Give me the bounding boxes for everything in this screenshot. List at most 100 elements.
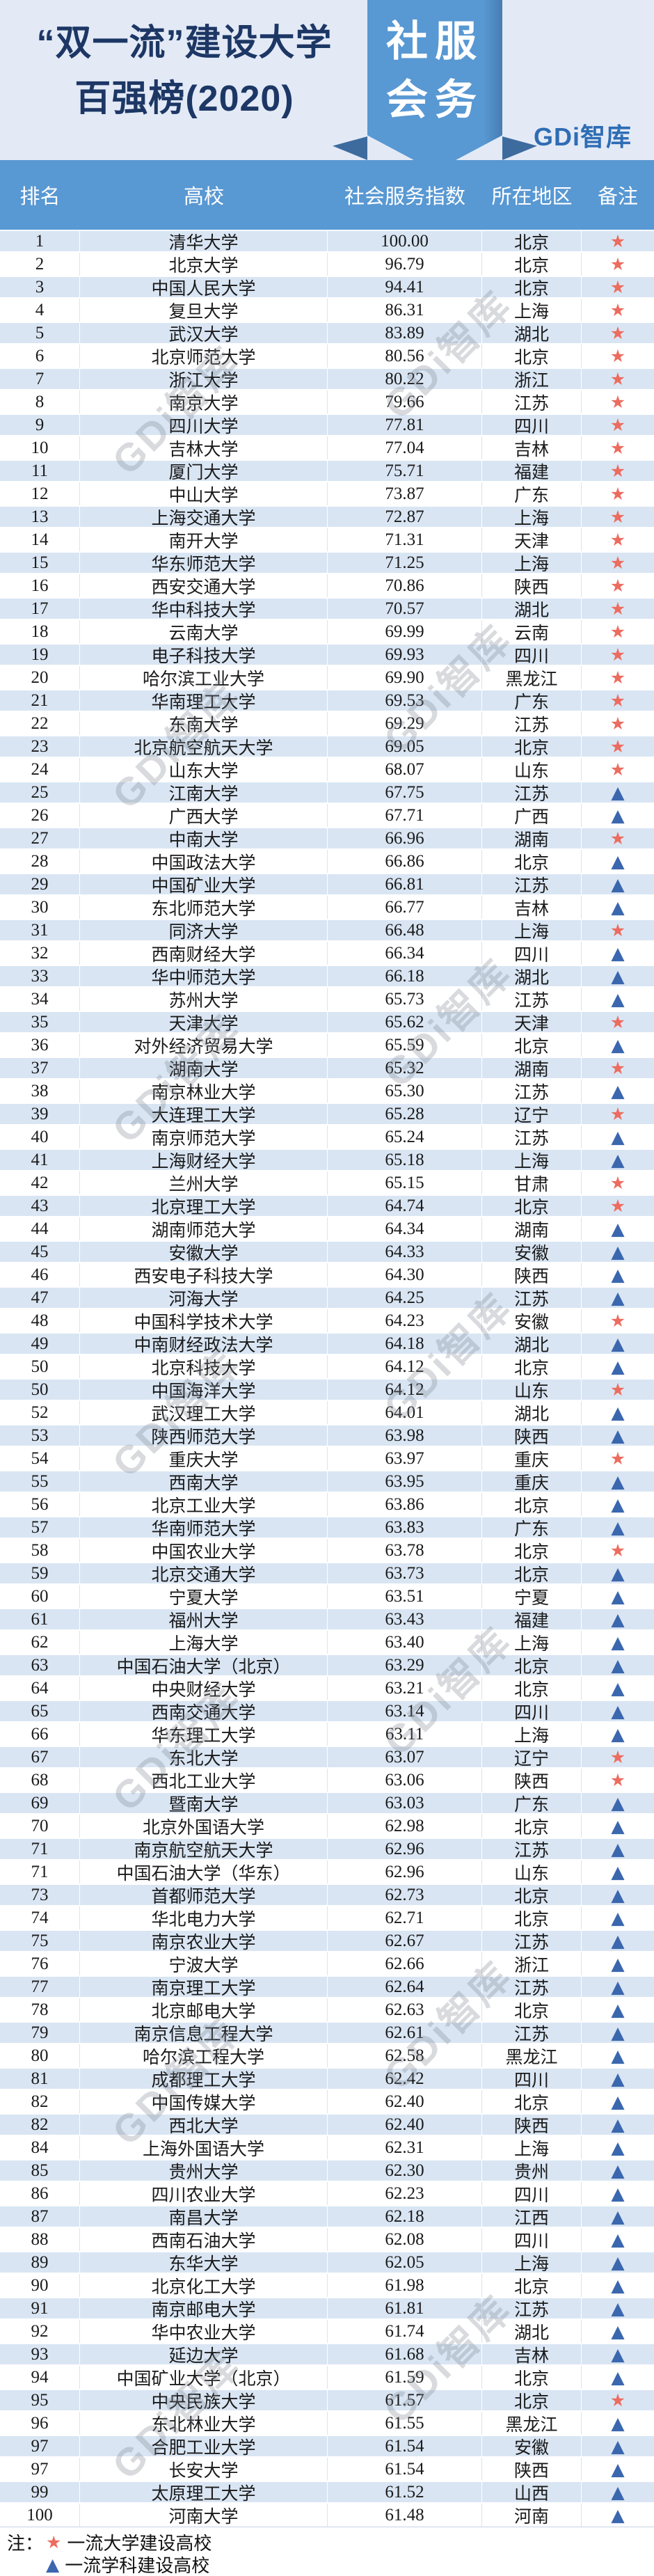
region-cell: 江苏	[482, 1931, 582, 1951]
university-cell: 西安交通大学	[80, 574, 328, 597]
table-row: 2 北京大学 96.79 北京 ★	[0, 253, 654, 276]
table-row: 16 西安交通大学 70.86 陕西 ★	[0, 574, 654, 597]
badge-line1: 社服	[386, 18, 484, 65]
star-icon: ★	[609, 300, 626, 320]
star-icon: ★	[609, 828, 626, 848]
rank-cell: 80	[0, 2044, 80, 2067]
note-cell: ▲	[582, 1334, 654, 1354]
region-cell: 贵州	[482, 2160, 582, 2181]
region-cell: 江苏	[482, 1125, 582, 1148]
table-row: 8 南京大学 79.66 江苏 ★	[0, 390, 654, 413]
rank-cell: 12	[0, 482, 80, 505]
rank-cell: 19	[0, 645, 80, 665]
note-cell: ▲	[582, 804, 654, 827]
university-cell: 中国传媒大学	[80, 2090, 328, 2113]
star-icon: ★	[609, 645, 626, 665]
university-cell: 河南大学	[80, 2504, 328, 2527]
triangle-icon: ▲	[611, 2115, 625, 2135]
rank-cell: 48	[0, 1309, 80, 1332]
region-cell: 北京	[482, 1885, 582, 1905]
star-icon: ★	[609, 713, 626, 734]
university-cell: 中国人民大学	[80, 277, 328, 297]
star-icon: ★	[609, 1770, 626, 1790]
note-cell: ▲	[582, 1839, 654, 1859]
rank-cell: 11	[0, 461, 80, 481]
index-cell: 61.98	[328, 2274, 482, 2297]
table-row: 50 北京科技大学 64.12 北京 ▲	[0, 1355, 654, 1378]
region-cell: 北京	[482, 2366, 582, 2389]
star-icon: ★	[609, 1380, 626, 1400]
university-cell: 东北大学	[80, 1747, 328, 1767]
university-cell: 暨南大学	[80, 1793, 328, 1813]
university-cell: 北京理工大学	[80, 1196, 328, 1216]
region-cell: 上海	[482, 1631, 582, 1654]
rank-cell: 53	[0, 1425, 80, 1446]
table-row: 23 北京航空航天大学 69.05 北京 ★	[0, 735, 654, 758]
note-cell: ▲	[582, 2436, 654, 2456]
region-cell: 广东	[482, 1793, 582, 1813]
university-cell: 四川农业大学	[80, 2182, 328, 2205]
table-row: 12 中山大学 73.87 广东 ★	[0, 482, 654, 505]
note-cell: ▲	[582, 2160, 654, 2181]
region-cell: 辽宁	[482, 1747, 582, 1767]
region-cell: 北京	[482, 1906, 582, 1929]
triangle-icon: ▲	[611, 1609, 625, 1629]
rank-cell: 62	[0, 1631, 80, 1654]
star-icon: ★	[609, 599, 626, 619]
index-cell: 63.51	[328, 1585, 482, 1608]
triangle-icon: ▲	[611, 2321, 625, 2341]
table-row: 56 北京工业大学 63.86 北京 ▲	[0, 1493, 654, 1516]
note-cell: ▲	[582, 2320, 654, 2343]
rank-cell: 75	[0, 1931, 80, 1951]
note-cell: ▲	[582, 1242, 654, 1262]
star-icon: ★	[609, 461, 626, 481]
university-cell: 广西大学	[80, 804, 328, 827]
rank-cell: 57	[0, 1517, 80, 1538]
note-cell: ★	[582, 2390, 654, 2410]
triangle-icon: ▲	[611, 2413, 625, 2433]
region-cell: 湖北	[482, 599, 582, 619]
rank-cell: 61	[0, 1609, 80, 1629]
region-cell: 北京	[482, 1998, 582, 2021]
rank-cell: 58	[0, 1539, 80, 1562]
note-cell: ▲	[582, 874, 654, 894]
table-row: 71 南京航空航天大学 62.96 江苏 ▲	[0, 1838, 654, 1860]
university-cell: 北京师范大学	[80, 345, 328, 368]
triangle-icon: ▲	[611, 2436, 625, 2456]
region-cell: 安徽	[482, 2436, 582, 2456]
university-cell: 复旦大学	[80, 299, 328, 322]
table-row: 1 清华大学 100.00 北京 ★	[0, 230, 654, 253]
index-cell: 62.08	[328, 2228, 482, 2251]
region-cell: 吉林	[482, 436, 582, 459]
triangle-icon: ▲	[611, 1724, 625, 1744]
university-cell: 中山大学	[80, 482, 328, 505]
university-cell: 哈尔滨工业大学	[80, 666, 328, 689]
index-cell: 80.56	[328, 345, 482, 368]
note-cell: ★	[582, 690, 654, 711]
index-cell: 66.77	[328, 896, 482, 919]
rank-cell: 44	[0, 1217, 80, 1240]
note-cell: ▲	[582, 1998, 654, 2021]
university-cell: 河海大学	[80, 1288, 328, 1308]
note-cell: ★	[582, 736, 654, 757]
table-row: 59 北京交通大学 63.73 北京 ▲	[0, 1562, 654, 1585]
rank-cell: 92	[0, 2320, 80, 2343]
rank-cell: 42	[0, 1171, 80, 1194]
rank-cell: 73	[0, 1885, 80, 1905]
rank-cell: 30	[0, 896, 80, 919]
star-icon: ★	[609, 369, 626, 389]
note-cell: ▲	[582, 1263, 654, 1286]
note-cell: ▲	[582, 988, 654, 1011]
note-cell: ▲	[582, 1493, 654, 1516]
region-cell: 湖北	[482, 966, 582, 986]
region-cell: 湖北	[482, 2320, 582, 2343]
rank-cell: 8	[0, 390, 80, 413]
index-cell: 62.96	[328, 1860, 482, 1883]
table-row: 82 中国传媒大学 62.40 北京 ▲	[0, 2090, 654, 2113]
triangle-icon: ▲	[611, 2367, 625, 2387]
region-cell: 天津	[482, 1012, 582, 1032]
index-cell: 63.83	[328, 1517, 482, 1538]
region-cell: 北京	[482, 736, 582, 757]
note-cell: ▲	[582, 1288, 654, 1308]
